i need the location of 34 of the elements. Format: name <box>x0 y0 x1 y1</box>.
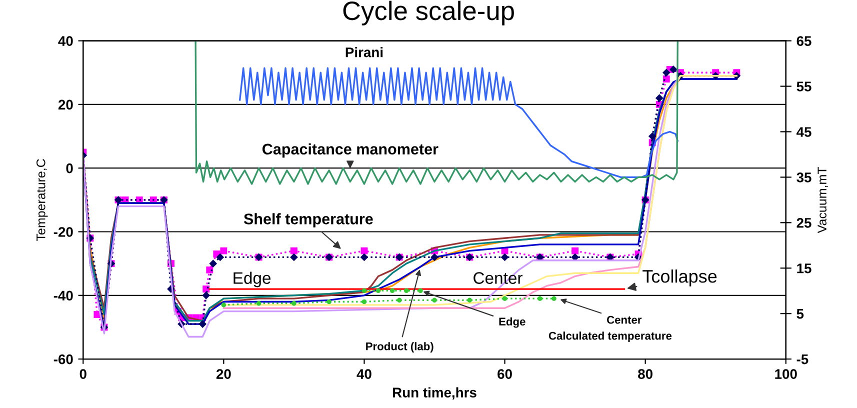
annotation: Edge <box>234 272 271 288</box>
y2-tick-label: 35 <box>796 172 812 182</box>
y-tick-label: -40 <box>54 290 73 301</box>
annotation: Center <box>607 316 642 324</box>
x-tick-label: 80 <box>638 369 652 379</box>
x-tick-label: 60 <box>498 369 512 379</box>
annotation: Tcollapse <box>642 270 717 286</box>
x-axis-title: Run time,hrs <box>392 387 476 400</box>
y2-tick-label: 65 <box>796 36 812 46</box>
annotation: Capacitance manometer <box>262 143 438 158</box>
x-tick-label: 20 <box>216 369 231 379</box>
y-tick-label: 40 <box>58 36 73 46</box>
y2-axis-title: Vacuum,mT <box>818 166 828 234</box>
annotation: Edge <box>499 317 526 328</box>
x-tick-label: 0 <box>80 369 86 379</box>
y2-tick-label: 25 <box>796 218 812 228</box>
annotation: Center <box>474 272 522 284</box>
annotation: Product (lab) <box>366 342 434 352</box>
annotation: Shelf temperature <box>244 213 373 228</box>
y-axis-title: Temperature,C <box>36 159 48 241</box>
x-tick-label: 40 <box>356 369 372 379</box>
y2-tick-label: 5 <box>796 309 804 319</box>
y-tick-label: -60 <box>54 354 73 364</box>
chart-title: Cycle scale-up <box>343 0 514 26</box>
annotation: Calculated temperature <box>548 332 672 342</box>
y-tick-label: 20 <box>58 100 73 110</box>
y2-tick-label: -5 <box>796 354 808 364</box>
x-tick-label: 100 <box>775 369 797 379</box>
y2-tick-label: 55 <box>796 82 812 92</box>
annotation: Pirani <box>346 47 383 58</box>
y-tick-label: -20 <box>54 227 73 237</box>
y2-tick-label: 15 <box>797 264 812 274</box>
y2-tick-label: 45 <box>796 127 812 137</box>
y-tick-label: 0 <box>66 163 73 174</box>
